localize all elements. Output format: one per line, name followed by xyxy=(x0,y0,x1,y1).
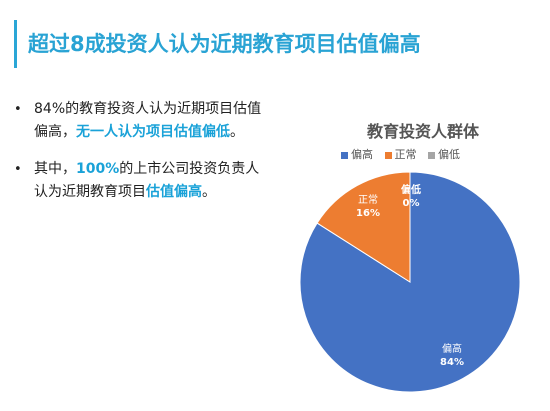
chart-title: 教育投资人群体 xyxy=(366,122,479,141)
title-accent-bar xyxy=(14,20,17,68)
bullet-2-text-b: 的上市公司投资负责人认为近期教育项目 xyxy=(34,161,260,200)
data-label-category-high: 偏高 xyxy=(442,342,462,355)
chart-legend: 偏高 正常 偏低 xyxy=(341,146,468,162)
bullet-dot: • xyxy=(14,162,22,177)
bullet-2-highlight-percent: 100% xyxy=(76,161,120,177)
legend-label-low: 偏低 xyxy=(438,148,460,161)
legend-label-normal: 正常 xyxy=(394,148,417,161)
legend-label-high: 偏高 xyxy=(351,148,373,161)
legend-item-low: 偏低 xyxy=(428,146,460,162)
page-title: 超过8成投资人认为近期教育项目估值偏高 xyxy=(28,32,421,56)
bullet-2-highlight-overvalued: 估值偏高 xyxy=(146,184,202,200)
bullet-list: • 84%的教育投资人认为近期项目估值偏高，无一人认为项目估值偏低。 • 其中，… xyxy=(12,98,272,218)
legend-swatch-low xyxy=(428,151,435,159)
data-label-value-high: 84% xyxy=(440,357,464,368)
legend-item-normal: 正常 xyxy=(384,146,417,162)
pie-slice-normal xyxy=(316,171,411,283)
bullet-2-text-c: 。 xyxy=(202,184,216,200)
bullet-item-2: • 其中，100%的上市公司投资负责人认为近期教育项目估值偏高。 xyxy=(12,158,272,204)
data-label-value-normal: 16% xyxy=(356,208,380,219)
legend-item-high: 偏高 xyxy=(341,146,373,162)
legend-swatch-normal xyxy=(384,151,392,159)
bullet-2-text-a: 其中， xyxy=(34,161,76,177)
data-label-category-normal: 正常 xyxy=(358,193,378,206)
bullet-1-highlight: 无一人认为项目估值偏低 xyxy=(76,124,230,140)
bullet-dot: • xyxy=(14,102,22,117)
data-label-category-low: 偏低 xyxy=(401,183,421,196)
bullet-1-text-a: 84%的教育投资人认为近期项目估值偏高， xyxy=(34,101,262,140)
legend-swatch-high xyxy=(341,151,348,159)
bullet-item-1: • 84%的教育投资人认为近期项目估值偏高，无一人认为项目估值偏低。 xyxy=(12,98,272,144)
data-label-value-low: 0% xyxy=(403,198,420,209)
bullet-1-text-b: 。 xyxy=(230,124,244,140)
